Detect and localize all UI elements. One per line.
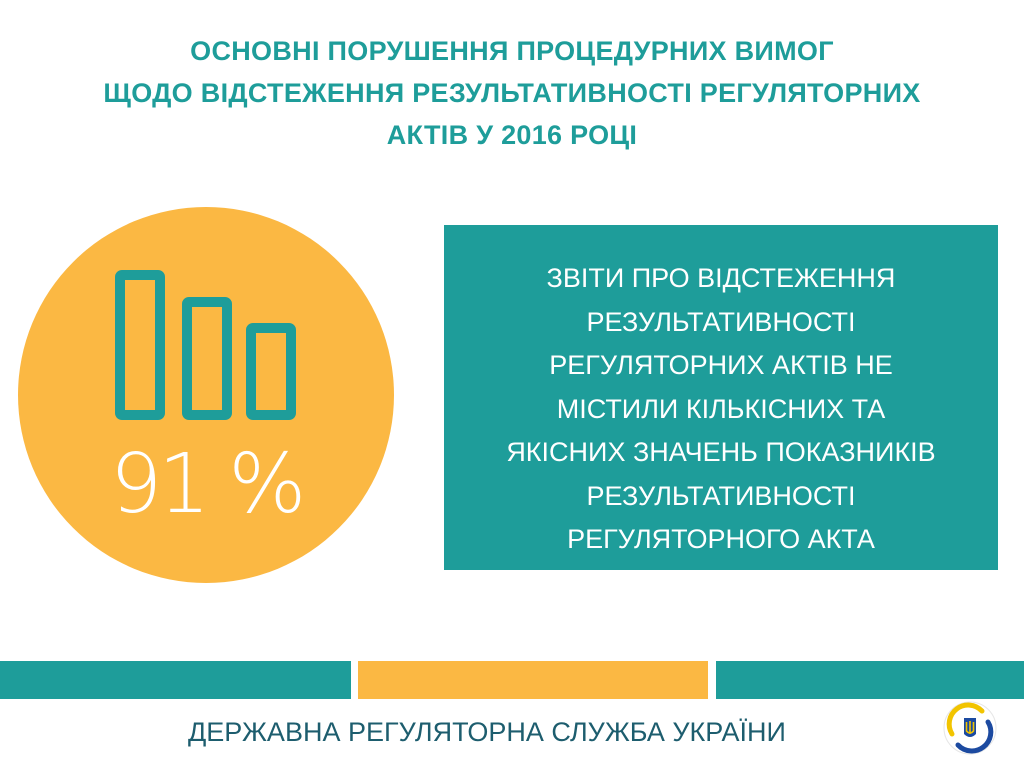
info-line-1: ЗВІТИ ПРО ВІДСТЕЖЕННЯ: [546, 263, 896, 293]
info-line-3: РЕГУЛЯТОРНИХ АКТІВ НЕ: [549, 350, 893, 380]
footer-stripe-middle: [358, 661, 708, 699]
stat-percent-value: 91 %: [110, 437, 306, 532]
stat-circle: [18, 207, 394, 583]
info-line-6: РЕЗУЛЬТАТИВНОСТІ: [586, 480, 856, 511]
title-line-1: ОСНОВНІ ПОРУШЕННЯ ПРОЦЕДУРНИХ ВИМОГ: [190, 36, 834, 66]
organization-name: ДЕРЖАВНА РЕГУЛЯТОРНА СЛУЖБА УКРАЇНИ: [188, 717, 786, 747]
bar-chart-outline-icon: [115, 270, 296, 420]
info-line-2: РЕЗУЛЬТАТИВНОСТІ: [586, 306, 856, 337]
footer-stripe-left: [0, 661, 351, 699]
bar-outline-medium: [182, 297, 232, 420]
trident-emblem-icon: [943, 701, 997, 755]
footer-stripe-right: [716, 661, 1024, 699]
page-title: ОСНОВНІ ПОРУШЕННЯ ПРОЦЕДУРНИХ ВИМОГ ЩОДО…: [0, 30, 1024, 156]
info-text: ЗВІТИ ПРО ВІДСТЕЖЕННЯ РЕЗУЛЬТАТИВНОСТІ Р…: [464, 257, 978, 562]
title-line-2: ЩОДО ВІДСТЕЖЕННЯ РЕЗУЛЬТАТИВНОСТІ РЕГУЛЯ…: [103, 78, 921, 108]
info-line-7: РЕГУЛЯТОРНОГО АКТА: [567, 524, 875, 554]
info-line-4: МІСТИЛИ КІЛЬКІСНИХ ТА: [556, 393, 886, 424]
info-line-5: ЯКІСНИХ ЗНАЧЕНЬ ПОКАЗНИКІВ: [506, 437, 936, 467]
bar-outline-short: [246, 323, 296, 420]
title-line-3: АКТІВ У 2016 РОЦІ: [386, 120, 638, 150]
info-box: ЗВІТИ ПРО ВІДСТЕЖЕННЯ РЕЗУЛЬТАТИВНОСТІ Р…: [444, 225, 998, 570]
bar-outline-tall: [115, 270, 165, 420]
